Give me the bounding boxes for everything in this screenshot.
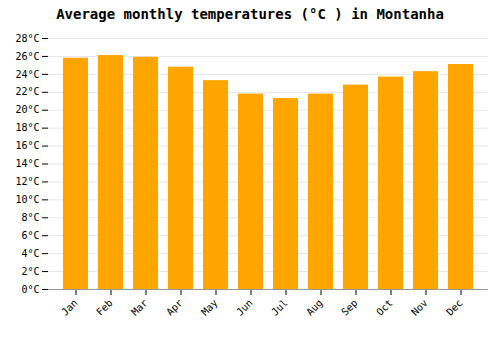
- svg-text:28°C: 28°C: [15, 33, 39, 44]
- svg-text:Mar: Mar: [129, 297, 150, 318]
- svg-text:2°C: 2°C: [21, 266, 39, 277]
- svg-text:Jan: Jan: [59, 297, 80, 318]
- svg-text:May: May: [199, 297, 220, 318]
- svg-text:26°C: 26°C: [15, 51, 39, 62]
- svg-text:Oct: Oct: [374, 297, 395, 318]
- svg-text:24°C: 24°C: [15, 69, 39, 80]
- svg-text:Jul: Jul: [269, 297, 290, 318]
- svg-text:22°C: 22°C: [15, 86, 39, 97]
- svg-text:6°C: 6°C: [21, 230, 39, 241]
- svg-text:20°C: 20°C: [15, 104, 39, 115]
- html-text:Average monthly temperatures (: Average monthly temperatures (°C ) in Mo…: [56, 6, 444, 22]
- svg-text:4°C: 4°C: [21, 248, 39, 259]
- svg-text:14°C: 14°C: [15, 158, 39, 169]
- svg-text:Feb: Feb: [94, 297, 115, 318]
- svg-text:18°C: 18°C: [15, 122, 39, 133]
- svg-text:16°C: 16°C: [15, 140, 39, 151]
- svg-text:Jun: Jun: [234, 297, 255, 318]
- svg-text:Apr: Apr: [164, 297, 185, 318]
- svg-text:0°C: 0°C: [21, 284, 39, 295]
- svg-text:Nov: Nov: [409, 297, 430, 318]
- svg-text:10°C: 10°C: [15, 194, 39, 205]
- svg-text:Dec: Dec: [444, 297, 465, 318]
- svg-text:Aug: Aug: [304, 297, 325, 318]
- svg-text:12°C: 12°C: [15, 176, 39, 187]
- svg-text:Sep: Sep: [339, 297, 360, 318]
- svg-text:8°C: 8°C: [21, 212, 39, 223]
